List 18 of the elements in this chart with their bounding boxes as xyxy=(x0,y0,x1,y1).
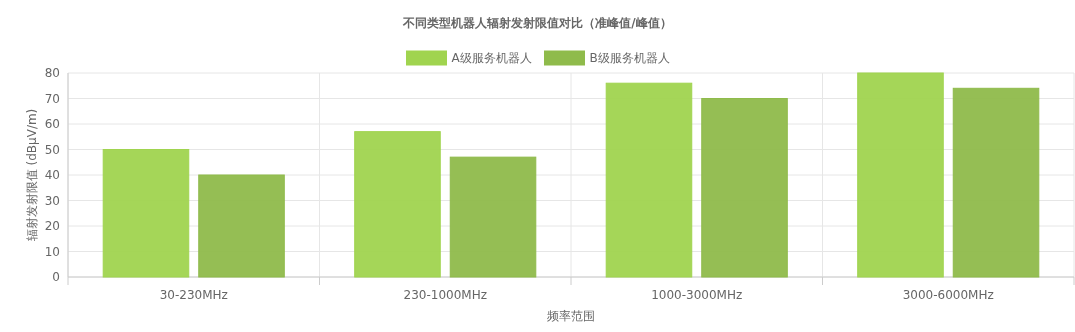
chart-title: 不同类型机器人辐射发射限值对比（准峰值/峰值） xyxy=(402,16,672,30)
y-tick-label: 0 xyxy=(52,270,60,284)
y-tick-label: 50 xyxy=(44,142,60,157)
legend-label: A级服务机器人 xyxy=(451,51,532,65)
y-tick-label: 30 xyxy=(44,193,60,208)
y-tick-label: 60 xyxy=(44,117,60,131)
x-tick-label: 1000-3000MHz xyxy=(651,288,743,302)
legend-label: B级服务机器人 xyxy=(589,51,670,65)
y-tick-label: 40 xyxy=(44,168,60,182)
y-tick-label: 80 xyxy=(44,66,60,80)
y-tick-label: 20 xyxy=(44,219,60,233)
x-tick-label: 230-1000MHz xyxy=(403,288,487,302)
y-axis-title: 辐射发射限值 (dBμV/m) xyxy=(25,108,39,242)
y-tick-label: 10 xyxy=(44,244,60,259)
x-axis-title: 频率范围 xyxy=(547,309,595,323)
x-tick-label: 3000-6000MHz xyxy=(902,288,994,302)
x-tick-label: 30-230MHz xyxy=(159,288,228,302)
y-tick-label: 70 xyxy=(44,91,60,106)
